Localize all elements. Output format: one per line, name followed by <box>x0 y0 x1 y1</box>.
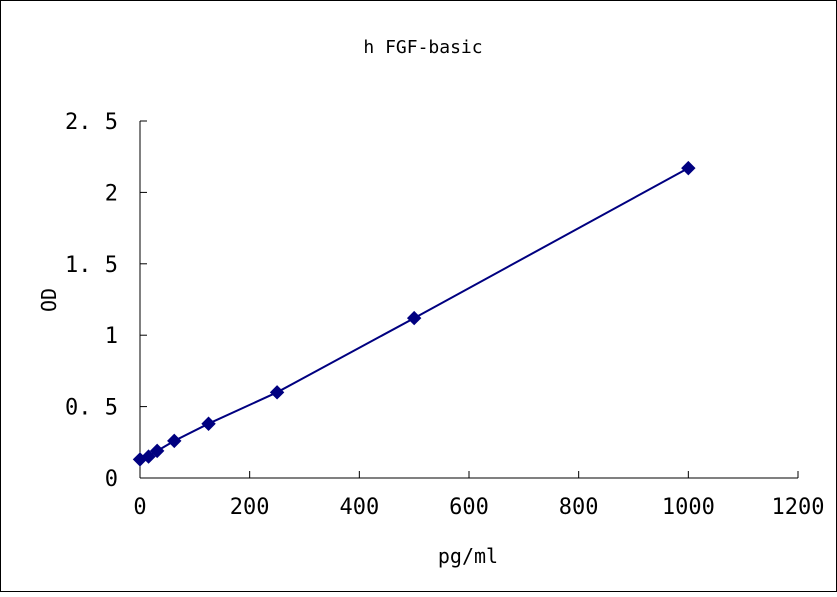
x-tick-label: 0 <box>133 495 146 520</box>
y-axis-label: OD <box>37 288 61 312</box>
y-tick-label: 1 <box>105 324 118 349</box>
x-tick-label: 200 <box>230 495 270 520</box>
ticks-layer: 0 200 400 600 800 1000 1200 0 0. 5 1 1. 5 2 2. 5 <box>65 110 824 520</box>
x-tick-label: 400 <box>339 495 379 520</box>
data-point-marker <box>149 443 165 459</box>
y-tick-label: 2. 5 <box>65 110 118 135</box>
x-tick-label: 800 <box>559 495 599 520</box>
data-point-marker <box>269 385 285 400</box>
x-axis-label: pg/ml <box>438 544 498 568</box>
y-tick-label: 1. 5 <box>65 253 118 278</box>
y-tick-label: 0. 5 <box>65 396 118 421</box>
x-tick-label: 600 <box>449 495 489 520</box>
x-tick-label: 1200 <box>772 495 825 520</box>
data-point-marker <box>406 310 422 326</box>
data-point-marker <box>167 433 182 449</box>
series-layer <box>132 160 696 467</box>
y-tick-label: 2 <box>105 181 118 206</box>
data-point-marker <box>201 416 216 431</box>
x-tick-label: 1000 <box>662 495 715 520</box>
chart-title: h FGF-basic <box>363 37 482 58</box>
data-point-marker <box>681 160 696 176</box>
y-tick-label: 0 <box>105 467 118 492</box>
data-point-marker <box>141 449 156 464</box>
